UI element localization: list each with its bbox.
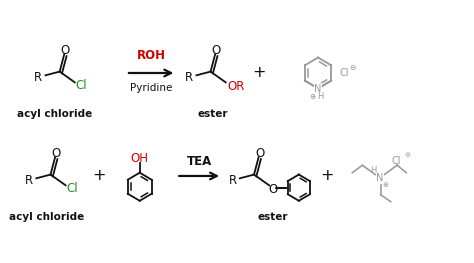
Text: O: O [61, 44, 70, 57]
Text: R: R [25, 174, 33, 187]
Text: R: R [34, 71, 42, 84]
Text: Cl: Cl [339, 68, 348, 78]
Text: Cl: Cl [75, 79, 87, 92]
Text: +: + [320, 169, 334, 184]
Text: +: + [92, 169, 105, 184]
Text: O: O [211, 44, 221, 57]
Text: O: O [255, 147, 264, 160]
Text: H: H [317, 92, 323, 101]
Text: acyl chloride: acyl chloride [18, 109, 93, 119]
Text: ⊕: ⊕ [309, 92, 315, 101]
Text: N: N [376, 173, 383, 183]
Text: H: H [370, 166, 376, 175]
Text: ⊖: ⊖ [404, 152, 410, 158]
Text: Cl: Cl [66, 182, 78, 195]
Text: ester: ester [257, 212, 288, 222]
Text: +: + [252, 65, 265, 80]
Text: N: N [314, 84, 322, 94]
Text: Cl: Cl [391, 155, 401, 165]
Text: acyl chloride: acyl chloride [9, 212, 84, 222]
Text: TEA: TEA [187, 155, 212, 168]
Text: ester: ester [198, 109, 228, 119]
Text: ROH: ROH [137, 49, 165, 62]
Text: Pyridine: Pyridine [130, 83, 173, 93]
Text: O: O [269, 183, 278, 196]
Text: OH: OH [131, 152, 149, 165]
Text: ⊖: ⊖ [349, 63, 356, 72]
Text: OR: OR [227, 80, 245, 93]
Text: O: O [51, 147, 61, 160]
Text: R: R [228, 174, 237, 187]
Text: ⊕: ⊕ [383, 182, 388, 188]
Text: R: R [185, 71, 193, 84]
